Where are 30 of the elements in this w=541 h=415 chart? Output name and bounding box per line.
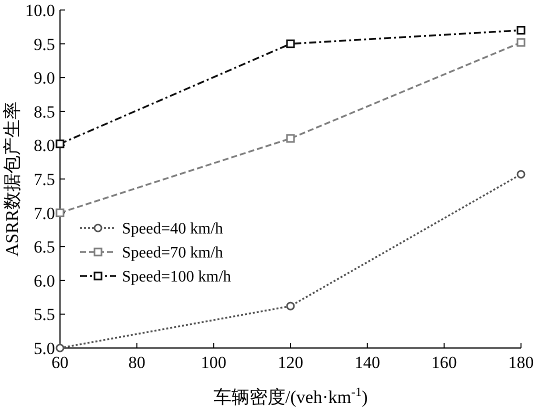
legend-label: Speed=70 km/h [122, 244, 224, 262]
y-tick-label: 9.0 [34, 68, 55, 88]
point [286, 302, 295, 310]
point [56, 140, 64, 148]
x-tick-label: 140 [354, 353, 380, 372]
point [516, 26, 526, 35]
point [286, 134, 295, 143]
y-axis-title: ASRR数据包产生率 [2, 101, 22, 257]
y-tick-label: 8.0 [34, 136, 55, 156]
point [56, 208, 64, 218]
legend-label: Speed=40 km/h [122, 220, 224, 238]
x-tick-label: 180 [508, 353, 534, 372]
x-tick-label: 80 [128, 353, 146, 372]
y-tick-label: 8.5 [34, 102, 55, 122]
x-tick-label: 120 [278, 353, 304, 372]
x-tick-label: 100 [200, 353, 226, 372]
y-tick-label: 6.0 [34, 271, 55, 290]
x-tick-label: 160 [431, 353, 457, 372]
x-axis-title: 车辆密度/(veh·km$^{-1}$) [213, 385, 368, 407]
y-tick-label: 10.0 [25, 0, 55, 20]
point [56, 344, 64, 352]
point [516, 170, 526, 179]
point [286, 40, 295, 48]
y-tick-label: 5.5 [34, 305, 55, 324]
y-tick-label: 7.0 [34, 204, 55, 223]
y-tick-label: 7.5 [34, 170, 55, 189]
y-tick-label: 6.5 [34, 238, 55, 257]
point [516, 38, 526, 47]
y-tick-label: 9.5 [34, 34, 55, 54]
legend-label: Speed=100 km/h [122, 268, 232, 286]
